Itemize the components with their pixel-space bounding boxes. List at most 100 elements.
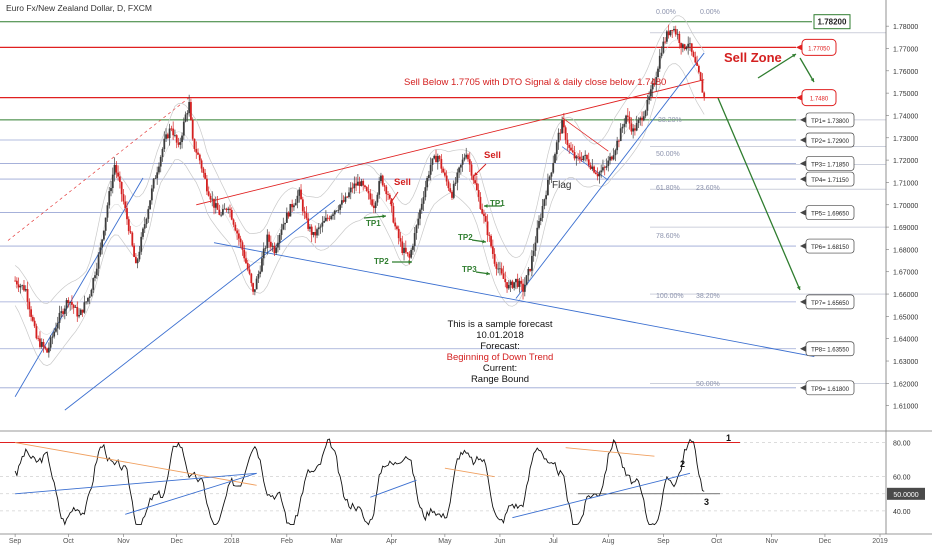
candle-body (234, 224, 237, 231)
candle-body (637, 120, 640, 124)
candle-body (223, 208, 226, 210)
candle-body (268, 234, 270, 242)
candle-body (433, 155, 436, 159)
candle-body (477, 190, 480, 197)
candle-body (85, 301, 88, 303)
y-tick-label: 1.70000 (893, 203, 918, 210)
candle-body (520, 280, 523, 284)
candle-body (314, 231, 317, 236)
sell-zone-label: Sell Zone (724, 50, 782, 65)
candle-body (206, 178, 208, 192)
candle-body (387, 194, 389, 195)
candle-body (179, 142, 182, 145)
candle-body (365, 187, 368, 191)
candle-body (545, 195, 548, 200)
candle-body (232, 219, 235, 225)
candle-body (140, 236, 143, 252)
candle-body (124, 201, 127, 209)
candle-body (31, 316, 34, 321)
tp-pointer (800, 298, 806, 305)
candle-body (392, 206, 395, 223)
callout-pointer (796, 94, 802, 101)
y-tick-label: 1.75000 (893, 91, 918, 98)
forecast-line: 10.01.2018 (476, 330, 524, 341)
candle-body (266, 234, 269, 248)
candle-body (184, 114, 187, 122)
candle-body (111, 174, 114, 189)
candle-body (692, 51, 695, 57)
tp-pointer (800, 384, 806, 391)
candle-body (358, 181, 361, 187)
candle-body (133, 245, 135, 257)
candle-body (376, 194, 379, 203)
tp2-arrow-right-head (482, 239, 486, 244)
y-tick-label: 1.78000 (893, 24, 918, 31)
candle-body (628, 116, 631, 124)
candle-body (30, 309, 32, 317)
candle-body (243, 249, 246, 259)
candle-body (662, 41, 665, 53)
candle-body (129, 231, 132, 233)
band-lower (14, 63, 705, 366)
candle-body (440, 158, 443, 169)
down-trend-arrow-head (796, 286, 801, 290)
tp2-arrow-left-head (408, 260, 412, 264)
candle-body (696, 62, 698, 66)
candle-body (507, 284, 510, 289)
candle-body (74, 306, 77, 308)
candle-body (449, 188, 452, 192)
candle-body (17, 284, 20, 288)
fib-label: 100.00% (656, 293, 684, 300)
y-tick-label: 1.61000 (893, 404, 918, 411)
candle-body (21, 285, 24, 287)
candle-body (486, 221, 489, 236)
candle-body (655, 77, 658, 85)
candle-body (699, 72, 702, 81)
candle-body (97, 254, 100, 269)
candle-body (687, 43, 690, 48)
candle-body (241, 242, 244, 250)
candle-body (81, 309, 84, 313)
candle-body (104, 217, 107, 231)
candle-body (332, 214, 334, 216)
candle-body (204, 172, 207, 179)
candle-body (536, 227, 539, 243)
candle-body (145, 218, 148, 225)
candle-body (511, 281, 514, 288)
candle-body (701, 80, 704, 93)
candle-body (55, 328, 57, 332)
candle-body (321, 222, 324, 227)
candle-body (316, 229, 318, 236)
candle-body (323, 220, 326, 223)
candle-body (289, 204, 292, 217)
candle-body (264, 247, 267, 249)
y-tick-label: 1.68000 (893, 247, 918, 254)
candle-body (397, 228, 400, 239)
candle-body (252, 283, 254, 292)
candle-body (554, 154, 556, 163)
candle-body (415, 225, 418, 234)
candle-body (106, 205, 109, 218)
candle-body (248, 269, 251, 274)
candle-body (147, 209, 150, 219)
candle-body (403, 247, 405, 253)
candle-body (568, 144, 571, 148)
candle-body (303, 211, 306, 214)
candle-body (221, 209, 224, 215)
sell-arrow-2-head (474, 172, 478, 176)
candle-body (335, 210, 338, 212)
candle-body (436, 155, 439, 163)
candle-body (150, 188, 153, 201)
candle-body (456, 172, 459, 183)
candle-body (577, 156, 579, 158)
candle-body (72, 304, 75, 308)
candle-body (245, 258, 247, 264)
candle-body (650, 89, 652, 97)
candle-body (227, 208, 230, 210)
candle-body (534, 242, 537, 251)
candle-body (35, 326, 38, 339)
candle-body (506, 282, 508, 289)
fib-label: 38.20% (696, 293, 720, 300)
forecast-line: Beginning of Down Trend (447, 352, 554, 363)
